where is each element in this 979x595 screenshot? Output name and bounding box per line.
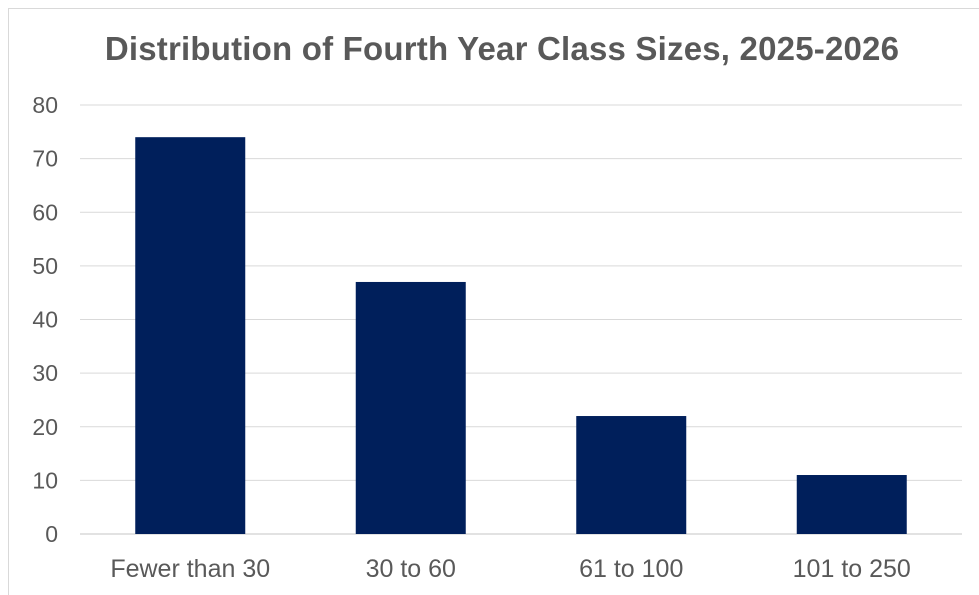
x-category-label: 101 to 250 [793, 555, 911, 583]
x-category-label: Fewer than 30 [110, 555, 270, 583]
y-tick-label: 70 [32, 146, 58, 172]
chart-title: Distribution of Fourth Year Class Sizes,… [104, 30, 900, 67]
y-tick-label: 0 [45, 521, 58, 547]
bar-2 [576, 416, 687, 534]
y-axis: 0 10 20 30 40 50 60 70 80 [32, 92, 58, 547]
x-category-label: 30 to 60 [366, 555, 456, 583]
y-tick-label: 80 [32, 92, 58, 118]
y-tick-label: 60 [32, 199, 58, 225]
bar-3 [796, 475, 907, 534]
y-tick-label: 40 [32, 307, 58, 333]
x-category-label: 61 to 100 [579, 555, 683, 583]
y-tick-label: 20 [32, 414, 58, 440]
bars [135, 137, 907, 535]
y-tick-label: 50 [32, 253, 58, 279]
y-tick-label: 30 [32, 360, 58, 386]
y-tick-label: 10 [32, 467, 58, 493]
x-axis: Fewer than 30 30 to 60 61 to 100 101 to … [110, 555, 911, 583]
bar-1 [355, 281, 466, 534]
bar-0 [135, 137, 246, 535]
